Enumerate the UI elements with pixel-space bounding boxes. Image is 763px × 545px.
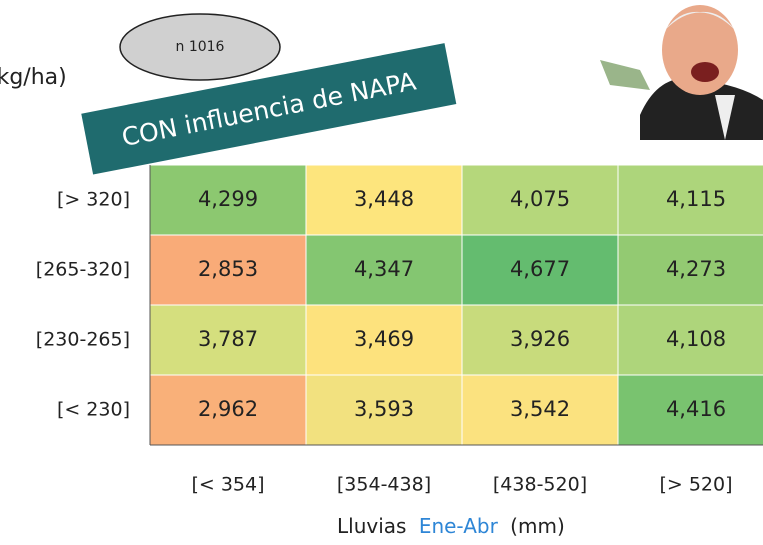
cell-label: 3,542 xyxy=(510,397,570,421)
y-axis-label: (kg/ha) xyxy=(0,65,67,90)
y-tick-label: [230-265] xyxy=(36,329,130,351)
photo xyxy=(600,5,763,140)
cell-label: 3,926 xyxy=(510,327,570,351)
x-tick-label: [354-438] xyxy=(337,474,431,496)
cell-label: 2,962 xyxy=(198,397,258,421)
cell-label: 3,593 xyxy=(354,397,414,421)
x-axis-label-part: Lluvias xyxy=(337,514,406,538)
x-axis-label-part: (mm) xyxy=(510,514,565,538)
x-axis-label: Lluvias Ene-Abr (mm) xyxy=(337,514,565,538)
cell-label: 3,787 xyxy=(198,327,258,351)
y-tick-label: [< 230] xyxy=(57,399,130,421)
cell-label: 4,677 xyxy=(510,257,570,281)
cell-label: 4,347 xyxy=(354,257,414,281)
x-tick-label: [< 354] xyxy=(191,474,264,496)
x-axis-label-part: Ene-Abr xyxy=(419,514,499,538)
cell-label: 4,416 xyxy=(666,397,726,421)
annotation: n 1016 xyxy=(176,39,225,55)
y-tick-label: [265-320] xyxy=(36,259,130,281)
cell-label: 3,469 xyxy=(354,327,414,351)
cell-label: 4,273 xyxy=(666,257,726,281)
cell-label: 4,075 xyxy=(510,187,570,211)
x-tick-label: [438-520] xyxy=(493,474,587,496)
cell-label: 4,115 xyxy=(666,187,726,211)
cell-label: 4,108 xyxy=(666,327,726,351)
cell-label: 2,853 xyxy=(198,257,258,281)
cell-label: 3,448 xyxy=(354,187,414,211)
cell-label: 4,299 xyxy=(198,187,258,211)
x-tick-label: [> 520] xyxy=(659,474,732,496)
y-tick-label: [> 320] xyxy=(57,189,130,211)
